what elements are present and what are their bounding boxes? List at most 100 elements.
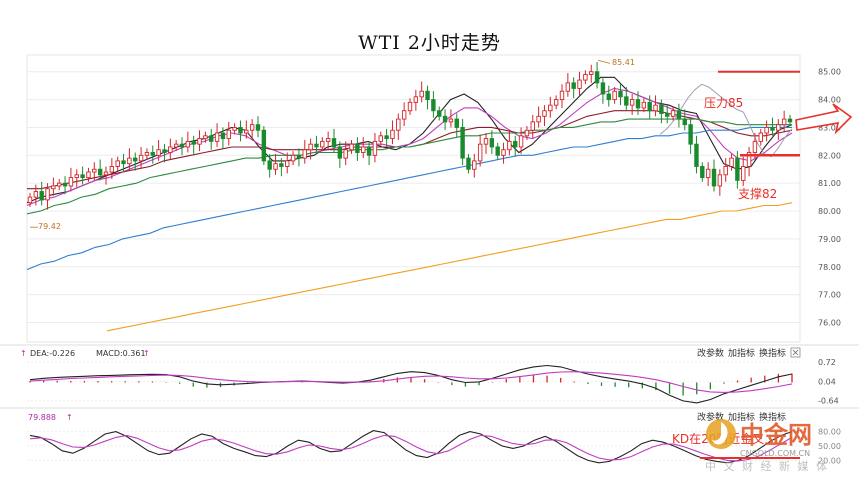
candle-body-79 <box>489 138 495 148</box>
candle-body-68 <box>425 90 430 101</box>
candle-body-97 <box>594 71 600 84</box>
candle-body-43 <box>279 163 284 167</box>
kd-k-line <box>29 430 793 464</box>
price-tick-label-1: 84.00 <box>818 96 841 105</box>
candle-body-7 <box>68 177 74 187</box>
candle-body-44 <box>285 160 290 167</box>
candle-body-73 <box>454 118 459 128</box>
candle-body-47 <box>302 149 307 159</box>
candle-body-128 <box>776 124 781 131</box>
candle-body-46 <box>296 154 302 159</box>
candle-body-17 <box>127 157 132 165</box>
price-tick-label-5: 80.00 <box>818 207 841 216</box>
candle-body-13 <box>103 171 109 176</box>
macd-header-macd: MACD:0.361 <box>96 349 146 358</box>
candle-body-50 <box>320 140 325 148</box>
candle-body-82 <box>507 140 512 151</box>
candle-body-130 <box>787 118 793 123</box>
candle-body-103 <box>629 99 635 106</box>
candle-body-113 <box>688 124 693 145</box>
macd-button-1: 加指标 <box>728 347 755 359</box>
candle-body-98 <box>600 82 606 95</box>
candle-body-121 <box>735 157 740 181</box>
price-tick-label-0: 85.00 <box>818 68 841 77</box>
candle-body-25 <box>173 143 179 148</box>
candle-body-36 <box>238 126 243 134</box>
candle-body-127 <box>770 126 775 131</box>
candle-body-75 <box>466 157 471 170</box>
candle-body-51 <box>325 138 331 142</box>
candle-body-93 <box>571 82 576 89</box>
candle-body-41 <box>267 160 272 170</box>
candle-body-9 <box>80 174 85 179</box>
candle-body-37 <box>244 129 249 134</box>
candle-body-33 <box>220 132 226 140</box>
candle-body-119 <box>723 166 728 176</box>
candle-body-10 <box>86 171 91 179</box>
macd-header-marker-2: ↑ <box>143 349 150 358</box>
ma-line-5 <box>106 202 793 332</box>
candle-body-125 <box>758 132 763 142</box>
candle-body-116 <box>705 168 711 179</box>
candle-body-94 <box>577 79 582 89</box>
candle-body-120 <box>729 157 734 167</box>
candle-body-104 <box>635 99 641 109</box>
candle-body-92 <box>565 82 571 92</box>
candle-body-110 <box>670 110 676 117</box>
candle-body-83 <box>513 140 518 148</box>
price-tick-label-7: 78.00 <box>818 263 841 272</box>
candle-body-60 <box>378 135 383 142</box>
macd-header-dea: DEA:-0.226 <box>30 349 75 358</box>
candle-body-99 <box>606 93 611 101</box>
candle-body-23 <box>162 149 167 153</box>
kd-tick-label-0: 80.00 <box>818 428 841 437</box>
candle-body-40 <box>261 129 267 162</box>
candle-body-72 <box>448 118 454 123</box>
candle-body-1 <box>33 191 39 198</box>
candle-body-24 <box>168 146 173 153</box>
candle-body-117 <box>711 168 717 187</box>
candle-body-105 <box>641 101 647 109</box>
candle-body-114 <box>694 143 699 167</box>
support-label: 支撑82 <box>738 186 777 201</box>
candle-body-78 <box>483 138 489 145</box>
candle-body-89 <box>548 104 553 112</box>
macd-header-marker: ↑ <box>20 349 27 358</box>
candle-body-84 <box>518 135 524 148</box>
candle-body-12 <box>97 168 103 176</box>
ma-line-1 <box>26 87 793 207</box>
candle-body-80 <box>495 146 500 156</box>
svg-text:CNGOLD.COM.CN: CNGOLD.COM.CN <box>740 449 810 458</box>
candle-body-52 <box>331 138 337 148</box>
candle-body-90 <box>553 99 559 106</box>
svg-text:中 文 财 经 新 媒 体: 中 文 财 经 新 媒 体 <box>705 459 829 473</box>
candle-body-86 <box>530 121 535 131</box>
candle-body-5 <box>57 182 62 187</box>
candle-body-19 <box>138 154 144 162</box>
kd-header-value: 79.888 <box>28 413 56 422</box>
candle-body-87 <box>536 115 541 123</box>
svg-text:中金网: 中金网 <box>740 421 812 449</box>
candle-body-91 <box>559 90 565 101</box>
candle-body-85 <box>524 129 530 137</box>
candle-body-4 <box>51 185 56 190</box>
candle-body-112 <box>682 118 687 126</box>
kd-button-2: 换指标 <box>759 411 786 423</box>
candle-body-3 <box>45 188 50 201</box>
candle-body-115 <box>700 166 705 179</box>
candle-body-63 <box>396 118 401 131</box>
candle-body-14 <box>109 166 115 173</box>
candle-body-106 <box>647 101 652 112</box>
kd-tick-label-2: 20.00 <box>818 456 841 465</box>
candle-body-70 <box>437 110 442 117</box>
low-price-label: 79.42 <box>38 222 61 231</box>
candle-body-31 <box>209 135 214 142</box>
candle-body-6 <box>62 182 68 187</box>
price-tick-label-6: 79.00 <box>818 235 841 244</box>
candle-body-16 <box>121 160 126 165</box>
candle-body-126 <box>764 126 769 134</box>
macd-dif-line <box>29 364 793 404</box>
candle-body-65 <box>407 101 413 112</box>
macd-dea-line <box>29 371 793 393</box>
candle-body-129 <box>781 118 787 126</box>
